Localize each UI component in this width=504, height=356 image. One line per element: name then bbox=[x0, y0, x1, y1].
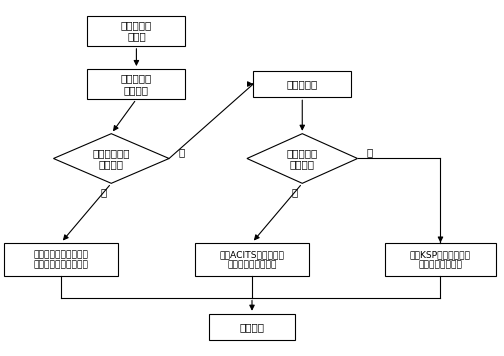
Text: 是: 是 bbox=[367, 147, 373, 157]
Text: 采用KSP路由算法，为
短流分配传输路径: 采用KSP路由算法，为 短流分配传输路径 bbox=[410, 250, 471, 269]
Bar bbox=[87, 69, 185, 99]
Bar bbox=[209, 314, 295, 340]
Bar bbox=[385, 243, 496, 276]
Text: 下发流表: 下发流表 bbox=[239, 322, 265, 332]
Text: 采用ACITS路由算法，
为长流分配传输路径: 采用ACITS路由算法， 为长流分配传输路径 bbox=[220, 250, 284, 269]
Text: 否: 否 bbox=[292, 187, 298, 197]
Text: 控制器监测
网络状态: 控制器监测 网络状态 bbox=[121, 73, 152, 95]
Text: 流带宽是否
超过阈值: 流带宽是否 超过阈值 bbox=[287, 148, 318, 169]
Text: 数据流到达
交换机: 数据流到达 交换机 bbox=[121, 20, 152, 42]
Bar bbox=[5, 243, 117, 276]
Bar bbox=[87, 16, 185, 46]
Text: 采用等价多路径路由算
法，为流分配传输路径: 采用等价多路径路由算 法，为流分配传输路径 bbox=[33, 250, 89, 269]
Bar bbox=[196, 243, 308, 276]
Polygon shape bbox=[53, 134, 169, 183]
Bar bbox=[253, 71, 351, 97]
Text: 当前数据流: 当前数据流 bbox=[287, 79, 318, 89]
Text: 判断链路是否
发生拥塞: 判断链路是否 发生拥塞 bbox=[93, 148, 130, 169]
Text: 是: 是 bbox=[178, 147, 185, 157]
Polygon shape bbox=[247, 134, 357, 183]
Text: 否: 否 bbox=[101, 187, 107, 197]
